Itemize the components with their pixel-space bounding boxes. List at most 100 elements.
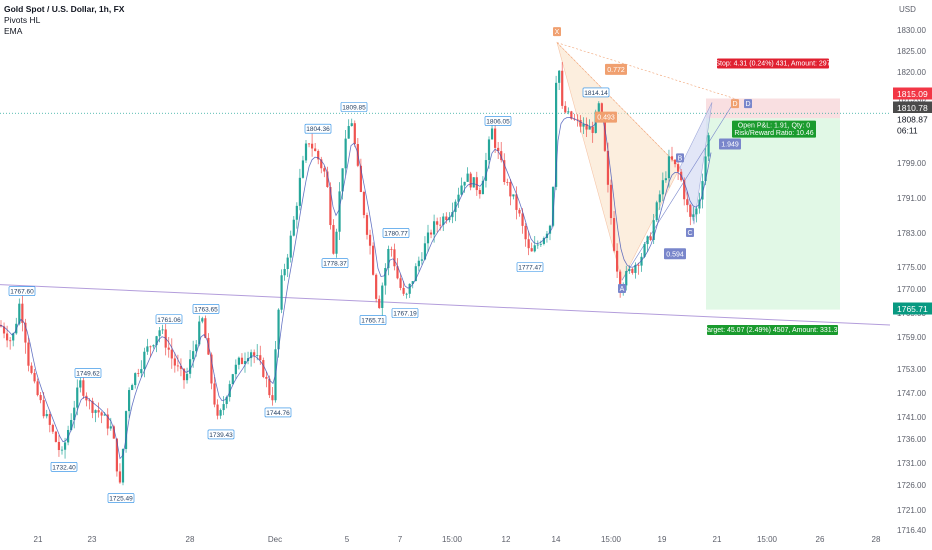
indicator-ema[interactable]: EMA [4,26,23,36]
candle [33,369,36,384]
candle-body [402,287,405,294]
candle-body [597,103,600,112]
candle [143,347,146,378]
candle [219,408,222,419]
indicator-pivots[interactable]: Pivots HL [4,15,41,25]
pivot-label: 1767.19 [391,308,419,318]
candle-body [121,448,125,483]
candle-body [588,126,591,130]
candle-body [469,173,472,188]
candle-body [530,248,533,252]
candle-body [36,381,39,396]
price-tag-current: 1810.78 [893,101,932,114]
candle-body [652,220,655,240]
chart-legend: Gold Spot / U.S. Dollar, 1h, FX Pivots H… [4,4,124,37]
candle-body [506,181,509,183]
candle-body [317,150,320,160]
candle-body [60,449,64,451]
candle-body [103,414,106,416]
price-tick-label: 1726.00 [897,481,926,490]
time-tick-label: 12 [502,535,511,544]
candle-body [213,383,216,405]
candle-body [362,191,366,216]
pivot-label: 1806.05 [484,116,512,126]
candle [124,410,128,453]
candle [134,372,137,389]
candle-body [439,224,442,226]
candle-body [396,266,399,279]
candle-body [567,111,570,113]
candle-body [268,378,271,396]
candle-body [686,199,689,206]
fib-ratio-box [719,138,741,150]
candle [652,213,655,245]
candle [36,378,39,397]
candle [423,236,427,261]
pivot-label-text: 1744.76 [266,410,290,417]
candle [51,423,54,434]
candle [445,212,448,224]
candle [625,265,628,291]
candle-body [131,385,134,391]
pivot-label-box [192,304,220,314]
stop-label-box [717,58,829,69]
price-tag-stop: 1815.09 [893,87,932,100]
candle-body [365,215,369,235]
candle [518,207,521,217]
pivot-label-box [582,87,610,98]
candle [393,243,396,271]
price-tick-label: 1820.00 [897,68,926,77]
candle [661,172,664,202]
candle [295,202,298,229]
candle-body [201,318,204,322]
candle [335,228,338,258]
candle-body [45,414,48,417]
candle-body [289,235,292,258]
candle [240,353,244,365]
candle-body [140,369,143,374]
candle [381,282,384,316]
pivot-label: 1777.47 [516,262,544,272]
candle [76,379,79,416]
pivot-label: 1749.62 [74,368,102,378]
candle [271,387,274,406]
candle [368,229,372,255]
pivot-label-box [107,493,135,503]
fib-ratio-label: 0.594 [664,248,686,260]
candle-body [399,278,402,288]
candle [472,177,475,188]
candle [94,409,97,423]
candle-body [658,194,661,203]
candle [314,142,317,152]
pivot-label-box [207,429,235,440]
candle-body [2,326,6,334]
candle-body [329,187,332,226]
pattern-point-box [676,153,684,163]
candle-body [646,236,649,245]
time-tick-label: 15:00 [442,535,463,544]
pattern-xab [556,41,681,282]
price-tag-countdown: 06:11 [893,124,932,136]
pattern-point-label: A [618,284,626,293]
target-label: Target: 45.07 (2.49%) 4507, Amount: 331.… [704,325,841,335]
candle [106,408,109,436]
time-axis: 21 23 28 Dec 5 7 15:00 12 14 15:00 19 21 15:00 26 28 [34,535,881,544]
pattern-point-box [553,27,561,37]
candle-body [42,400,45,417]
candle [487,136,491,169]
candle [9,337,12,350]
price-tick-label: 1830.00 [897,26,926,35]
price-tag-target: 1765.71 [893,302,932,315]
candle-body [368,234,372,246]
candle-body [237,357,240,365]
price-tag-text: 06:11 [897,126,918,136]
candle [689,203,692,226]
candle-body [57,441,61,451]
price-tick-label: 1770.00 [897,285,926,294]
candle-body [405,293,408,295]
candle [375,273,378,303]
candle-body [88,400,91,402]
candle [15,317,18,335]
candle-body [359,165,362,192]
